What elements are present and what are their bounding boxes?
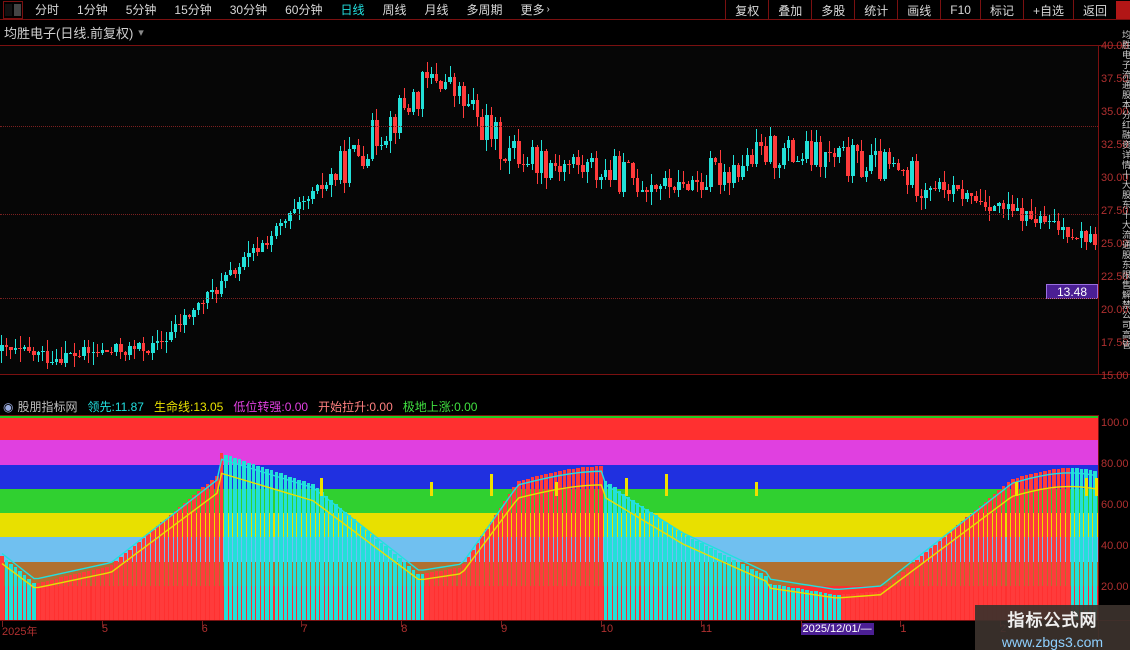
period-tab-30分钟[interactable]: 30分钟	[221, 0, 276, 19]
date-axis-ticklines-7	[701, 621, 702, 627]
date-axis-ticklines-0	[2, 621, 3, 627]
yellow-signal-tick	[755, 482, 758, 496]
period-tab-日线[interactable]: 日线	[331, 0, 373, 19]
indicator-axis-tick-60.00: 60.00	[1101, 499, 1129, 511]
top-toolbar: 分时 1分钟 5分钟 15分钟 30分钟 60分钟 日线 周线 月线 多周期 更多 › 复权 叠加 多股统…	[0, 0, 1130, 20]
indicator-axis-tick-80.00: 80.00	[1101, 458, 1129, 470]
date-axis-ticklines-8	[801, 621, 802, 627]
period-tab-月线[interactable]: 月线	[416, 0, 458, 19]
watermark-url: www.zbgs3.com	[1002, 634, 1103, 650]
price-gridline-0	[0, 126, 1098, 127]
site-watermark: 指标公式网 www.zbgs3.com	[975, 605, 1130, 650]
indicator-stat-低位转强: 低位转强:0.00	[233, 398, 308, 415]
tool-button-标记[interactable]: 标记	[980, 0, 1023, 20]
period-tab-更多[interactable]: 更多 ›	[512, 0, 559, 19]
tool-button-画线[interactable]: 画线	[897, 0, 940, 20]
indicator-axis: 100.011111111180.0011111111160.001111111…	[1098, 415, 1130, 620]
date-axis-label-7[interactable]: 11	[701, 623, 712, 635]
leading-curve	[2, 459, 1095, 589]
date-axis-ticklines-9	[900, 621, 901, 627]
symbol-header: 均胜电子(日线.前复权) ▾	[0, 20, 1130, 45]
date-axis-ticklines-6	[601, 621, 602, 627]
yellow-signal-tick	[430, 482, 433, 496]
indicator-stat-生命线: 生命线:13.05	[154, 398, 223, 415]
yellow-signal-tick	[1085, 478, 1088, 496]
period-tab-15分钟[interactable]: 15分钟	[165, 0, 220, 19]
date-axis-ticklines-2	[202, 621, 203, 627]
symbol-dropdown-icon[interactable]: ▾	[138, 26, 144, 39]
period-tab-60分钟[interactable]: 60分钟	[276, 0, 331, 19]
yellow-signal-tick	[625, 478, 628, 496]
tool-button-多股[interactable]: 多股	[811, 0, 854, 20]
lifeline-curve	[2, 473, 1095, 597]
candlestick-series	[0, 46, 1098, 375]
date-axis-label-8[interactable]: 2025/12/01/—	[801, 623, 874, 635]
right-tools-row: 复权 叠加 多股 统计 画线 F10 标记 +自选 返回	[725, 0, 1130, 20]
indicator-axis-tick-100.0: 100.0	[1101, 417, 1129, 429]
watermark-title: 指标公式网	[1008, 606, 1098, 631]
current-price-tag: 13.48	[1046, 284, 1098, 299]
tool-button-返回[interactable]: 返回	[1073, 0, 1116, 20]
yellow-signal-tick	[665, 474, 668, 496]
period-tabs: 分时 1分钟 5分钟 15分钟 30分钟 60分钟 日线 周线 月线 多周期 更多 ›	[26, 0, 559, 19]
symbol-title: 均胜电子(日线.前复权)	[4, 23, 133, 42]
date-axis-ticklines-4	[401, 621, 402, 627]
indicator-stat-开始拉升: 开始拉升:0.00	[318, 398, 393, 415]
period-tab-多周期[interactable]: 多周期	[458, 0, 512, 19]
more-chevron-icon: ›	[547, 4, 550, 15]
period-tab-分时[interactable]: 分时	[26, 0, 68, 19]
price-axis-tick-15.00: 15.00	[1101, 370, 1129, 382]
date-axis-ticklines-5	[501, 621, 502, 627]
tool-button-F10[interactable]: F10	[940, 0, 980, 20]
indicator-chart-panel[interactable]	[0, 415, 1098, 620]
indicator-curve-lines	[0, 416, 1098, 620]
indicator-axis-tick-40.00: 40.00	[1101, 540, 1129, 552]
date-axis-label-0[interactable]: 2025年	[2, 623, 37, 639]
period-tab-5分钟[interactable]: 5分钟	[117, 0, 166, 19]
indicator-stat-股朋指标网: 股朋指标网	[17, 398, 77, 415]
red-indicator-tab[interactable]	[1116, 1, 1130, 19]
indicator-stat-领先: 领先:11.87	[88, 398, 144, 415]
date-axis-ticklines-3	[301, 621, 302, 627]
tool-button-叠加[interactable]: 叠加	[768, 0, 811, 20]
yellow-signal-tick	[320, 478, 323, 496]
date-axis-ticklines-1	[102, 621, 103, 627]
tool-button-统计[interactable]: 统计	[854, 0, 897, 20]
price-gridline-2	[0, 298, 1098, 299]
period-tab-1分钟[interactable]: 1分钟	[68, 0, 117, 19]
price-gridline-1	[0, 214, 1098, 215]
indicator-status-icon[interactable]: ◉	[3, 400, 13, 414]
indicator-label-row: ◉ 股朋指标网 领先:11.87 生命线:13.05 低位转强:0.00 开始拉升:0.…	[0, 398, 1098, 415]
indicator-stat-极地上涨: 极地上涨:0.00	[403, 398, 478, 415]
yellow-signal-tick	[1015, 482, 1018, 496]
indicator-axis-tick-20.00: 20.00	[1101, 581, 1129, 593]
yellow-signal-tick	[555, 482, 558, 496]
tool-button-复权[interactable]: 复权	[725, 0, 768, 20]
panel-toggle-button[interactable]	[3, 1, 23, 19]
yellow-signal-tick	[490, 474, 493, 496]
date-axis-label-6[interactable]: 10	[601, 623, 613, 635]
tool-button-+自选[interactable]: +自选	[1023, 0, 1073, 20]
period-tab-周线[interactable]: 周线	[373, 0, 415, 19]
price-chart-panel[interactable]: 13.48	[0, 45, 1098, 375]
right-side-vertical-label: 均胜电子流通股本分红融资详情十大股东十大流通股东限售解禁公司高管	[1121, 30, 1130, 370]
